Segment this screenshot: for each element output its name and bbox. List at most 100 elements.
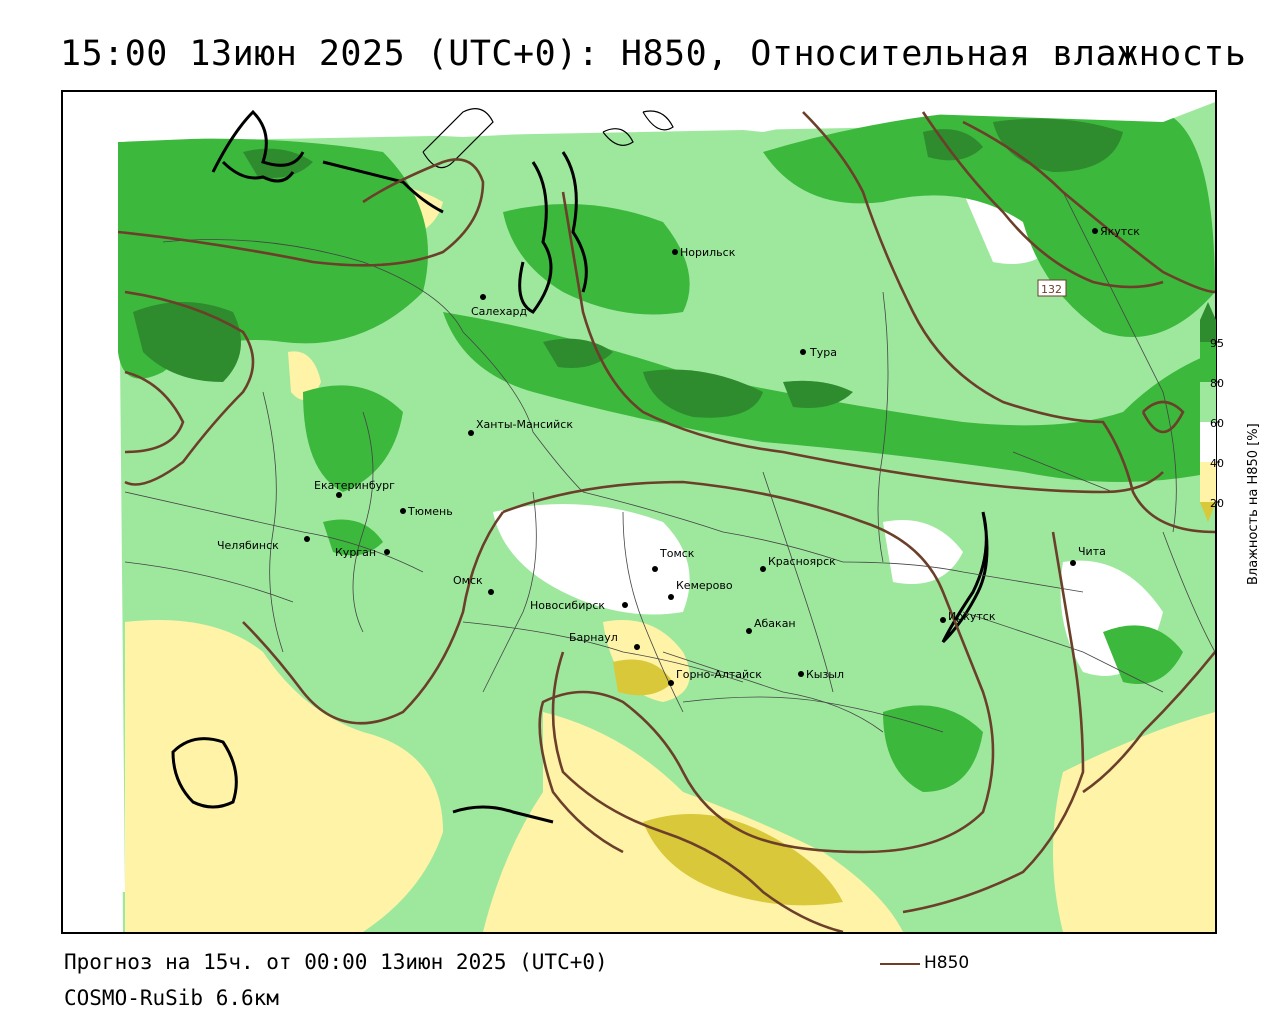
coastline-white-sea (221, 160, 295, 183)
patch-yellow-ur (288, 351, 321, 400)
svg-text:132: 132 (1041, 283, 1062, 296)
coastline-west-bay (322, 160, 444, 214)
city-marker: Тура (800, 346, 837, 359)
legend-h850-line (880, 963, 920, 965)
city-label: Томск (659, 547, 695, 560)
coastline-aral (171, 737, 238, 809)
city-marker: Екатеринбург (314, 479, 395, 498)
colorbar-top-triangle (1200, 302, 1216, 320)
colorbar-tick-20: 20 (1210, 497, 1224, 510)
colorbar-title: Влажность на H850 [%] (1246, 423, 1261, 585)
coastline-baikal (941, 511, 989, 644)
city-label: Челябинск (217, 539, 279, 552)
city-marker: Чита (1070, 545, 1106, 566)
city-dot (672, 249, 678, 255)
city-marker: Абакан (746, 617, 796, 634)
city-dot (488, 589, 494, 595)
coastline-yamal (518, 161, 553, 314)
city-dot (480, 294, 486, 300)
city-dot (652, 566, 658, 572)
coastline-balkhash (452, 805, 554, 824)
h850-contours (117, 111, 1215, 932)
island-group-1 (602, 128, 634, 146)
legend-h850-label: H850 (924, 953, 970, 973)
city-label: Якутск (1100, 225, 1140, 238)
city-dot (304, 536, 310, 542)
contour-11 (902, 531, 1085, 914)
contour-10 (242, 511, 505, 725)
city-dot (400, 508, 406, 514)
city-marker: Норильск (672, 246, 736, 259)
city-label: Кемерово (676, 579, 733, 592)
coastlines (171, 109, 989, 824)
colorbar-tick-40: 40 (1210, 457, 1224, 470)
patch-darkgreen-6 (783, 380, 853, 408)
patch-white-1 (493, 504, 690, 615)
city-marker: Кызыл (798, 668, 844, 681)
humidity-map: 132 Норильск Якутск Салехард Тура Ханты-Манс… (63, 92, 1215, 932)
city-marker: Новосибирск (530, 599, 628, 612)
city-label: Екатеринбург (314, 479, 395, 492)
colorbar-20-40 (1200, 462, 1216, 502)
city-label: Курган (335, 546, 376, 559)
city-dot (668, 680, 674, 686)
city-dot (800, 349, 806, 355)
contour-3 (124, 370, 185, 454)
city-marker: Ханты-Мансийск (468, 418, 573, 436)
patch-green-band (443, 312, 1215, 482)
city-label: Омск (453, 574, 483, 587)
city-dot (634, 644, 640, 650)
city-label: Иркутск (948, 610, 996, 623)
city-label: Тура (809, 346, 837, 359)
city-dot (1092, 228, 1098, 234)
city-marker: Горно-Алтайск (668, 668, 762, 686)
city-dot (384, 549, 390, 555)
city-label: Кызыл (806, 668, 844, 681)
city-marker: Иркутск (940, 610, 996, 623)
cities: Норильск Якутск Салехард Тура Ханты-Мансийск… (217, 225, 1140, 686)
contour-1 (117, 158, 485, 267)
patch-green-ural (303, 385, 403, 492)
city-dot (622, 602, 628, 608)
patch-darkgreen-1 (133, 302, 241, 382)
contour-8 (1141, 400, 1185, 434)
arctic-outside (63, 92, 1215, 142)
patch-darkgreen-4 (243, 148, 313, 178)
patch-green-c (323, 519, 383, 556)
city-label: Горно-Алтайск (676, 668, 762, 681)
map-title: 15:00 13июн 2025 (UTC+0): H850, Относите… (60, 34, 1247, 74)
city-marker: Челябинск (217, 536, 310, 552)
patch-darkyellow-1 (643, 814, 843, 906)
city-dot (798, 671, 804, 677)
city-dot (668, 594, 674, 600)
city-label: Новосибирск (530, 599, 605, 612)
city-marker: Курган (335, 546, 390, 559)
patch-green-e1 (883, 705, 983, 792)
contour-label-132: 132 (1037, 279, 1067, 297)
island-group-2 (642, 110, 674, 131)
city-dot (468, 430, 474, 436)
colorbar-tick-80: 80 (1210, 377, 1224, 390)
patch-green-e2 (1103, 625, 1183, 684)
city-marker: Томск (652, 547, 695, 572)
colorbar-tick-95: 95 (1210, 337, 1224, 350)
colorbar-80-95 (1200, 342, 1216, 382)
novaya-zemlya (422, 108, 494, 169)
city-label: Абакан (754, 617, 796, 630)
humidity-field (63, 92, 1215, 932)
colorbar-60-80 (1200, 382, 1216, 422)
colorbar-above95 (1200, 320, 1216, 342)
city-label: Ханты-Мансийск (476, 418, 573, 431)
contour-7 (962, 120, 1215, 294)
islands (422, 108, 674, 169)
city-label: Салехард (471, 305, 527, 318)
city-dot (760, 566, 766, 572)
coastline-gydan (561, 151, 588, 293)
map-frame: 132 Норильск Якутск Салехард Тура Ханты-Манс… (61, 90, 1217, 934)
patch-green-north (503, 204, 690, 315)
contour-2 (124, 290, 255, 486)
colorbar-tick-60: 60 (1210, 417, 1224, 430)
city-marker: Красноярск (760, 555, 836, 572)
patch-darkgreen-7 (923, 129, 983, 161)
patch-yellow-se (1053, 712, 1215, 932)
